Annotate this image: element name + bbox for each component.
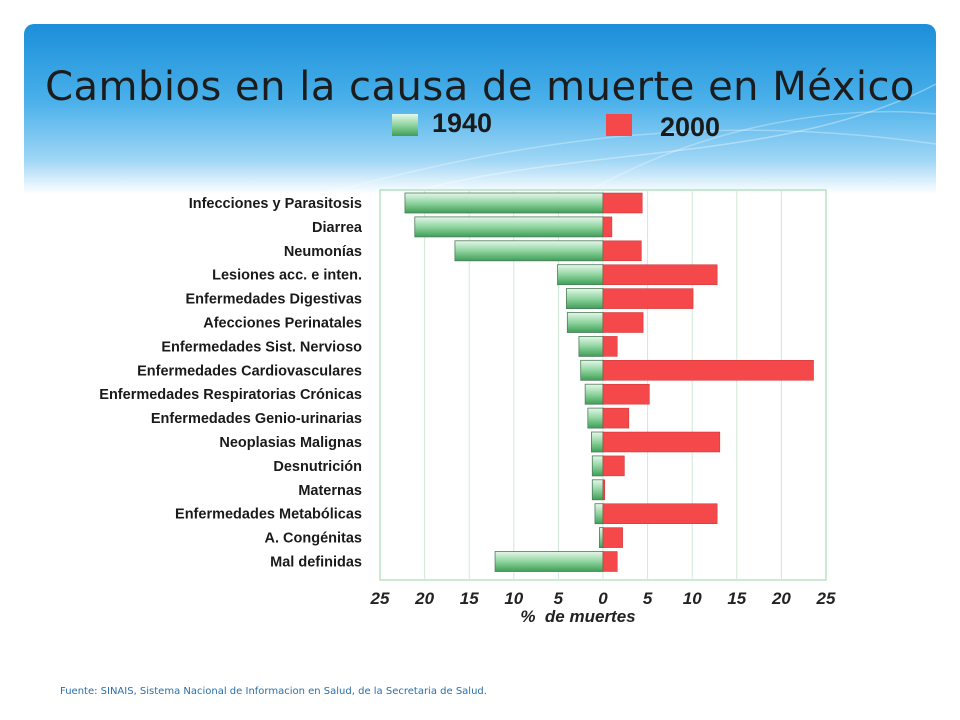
category-label: Enfermedades Cardiovasculares [137, 363, 362, 379]
x-tick-label: 0 [598, 589, 608, 608]
category-label: Lesiones acc. e inten. [212, 268, 362, 284]
category-label: Mal definidas [270, 555, 362, 571]
x-tick-label: 15 [727, 589, 746, 608]
x-tick-label: 10 [504, 589, 523, 608]
category-label: Enfermedades Respiratorias Crónicas [99, 387, 362, 403]
legend-label-1940: 1940 [432, 108, 493, 138]
category-label: Enfermedades Metabólicas [175, 507, 362, 523]
bar-2000 [602, 312, 644, 333]
bar-1940 [587, 407, 604, 429]
bar-2000 [602, 527, 623, 548]
category-label: Enfermedades Sist. Nervioso [161, 339, 362, 355]
x-tick-label: 25 [370, 589, 390, 608]
slide-header: Cambios en la causa de muerte en México [24, 24, 936, 194]
bar-2000 [602, 479, 606, 501]
bar-1940 [591, 455, 604, 477]
category-label: Enfermedades Digestivas [186, 292, 363, 308]
bar-2000 [602, 336, 618, 357]
bar-2000 [602, 407, 630, 429]
bar-1940 [566, 288, 604, 310]
x-tick-label: 20 [771, 589, 791, 608]
bar-2000 [602, 192, 643, 214]
bar-2000 [602, 264, 718, 285]
source-note: Fuente: SINAIS, Sistema Nacional de Info… [60, 686, 487, 697]
header-decoration [323, 83, 936, 194]
bar-1940 [494, 551, 604, 572]
legend-swatch-1940 [392, 114, 418, 136]
x-tick-label: 5 [643, 589, 653, 608]
x-tick-label: 10 [683, 589, 702, 608]
bar-1940 [454, 240, 604, 262]
category-label: Diarrea [312, 220, 363, 236]
bar-2000 [602, 551, 618, 572]
x-tick-label: 5 [554, 589, 564, 608]
bar-1940 [599, 527, 604, 548]
bar-1940 [584, 383, 604, 405]
x-axis-label: % de muertes [520, 607, 635, 626]
category-label: Neoplasias Malignas [219, 435, 362, 451]
bar-2000 [602, 360, 814, 381]
bar-2000 [602, 288, 694, 309]
bar-1940 [591, 479, 604, 501]
x-tick-labels: 25 20 15 10 5 0 5 10 15 20 25 [370, 589, 836, 608]
bar-1940 [414, 216, 604, 238]
category-label: Maternas [298, 483, 362, 499]
x-tick-label: 20 [414, 589, 434, 608]
category-label: Desnutrición [273, 459, 362, 475]
bar-2000 [602, 503, 718, 524]
bar-2000 [602, 431, 721, 453]
category-label: Enfermedades Genio-urinarias [151, 411, 362, 427]
bar-1940 [580, 359, 604, 381]
legend-swatch-2000 [606, 114, 632, 136]
x-tick-label: 25 [816, 589, 836, 608]
legend-label-2000: 2000 [660, 112, 721, 142]
bar-2000 [602, 383, 650, 405]
bar-1940 [591, 431, 604, 453]
category-label: Neumonías [284, 244, 362, 260]
bar-1940 [557, 264, 604, 286]
bar-2000 [602, 240, 642, 262]
bar-1940 [594, 503, 604, 525]
series-1940 [404, 192, 604, 572]
category-label: Infecciones y Parasitosis [189, 196, 362, 212]
bar-2000 [602, 216, 613, 238]
category-labels: Infecciones y Parasitosis Diarrea Neumonía… [99, 196, 363, 571]
bar-1940 [404, 192, 604, 214]
category-label: Afecciones Perinatales [203, 316, 362, 332]
bar-2000 [602, 455, 625, 477]
x-tick-label: 15 [460, 589, 479, 608]
bar-1940 [566, 312, 604, 333]
series-2000 [602, 192, 814, 572]
category-label: A. Congénitas [265, 531, 362, 547]
bar-1940 [578, 335, 604, 357]
slide-title: Cambios en la causa de muerte en México [45, 64, 915, 110]
